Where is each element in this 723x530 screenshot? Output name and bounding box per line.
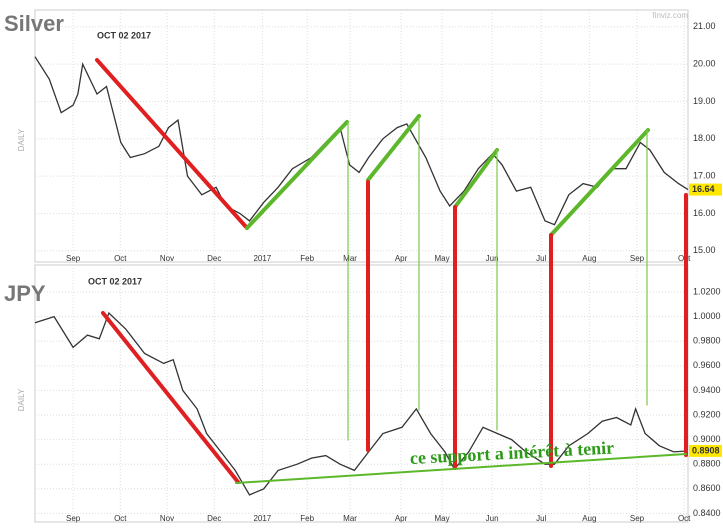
x-tick-label: Apr [395,254,408,263]
y-tick-label: 15.00 [693,245,716,255]
x-tick-label: Jun [486,254,499,263]
x-tick-label: 2017 [253,514,271,523]
support-line [235,453,687,484]
x-tick-label: Nov [160,514,174,523]
y-axis-label: DAILY [17,388,26,411]
trend-line [101,311,240,484]
chart-title: JPY [4,281,46,306]
trend-line [549,128,650,237]
last-value-box [689,444,722,457]
price-line [34,56,689,226]
x-tick-label: Jun [486,514,499,523]
x-tick-label: Sep [66,514,81,523]
x-tick-label: Sep [66,254,81,263]
y-tick-label: 21.00 [693,21,716,31]
y-tick-label: 0.9800 [693,336,721,346]
panels: 15.00 16.00 17.00 18.00 19.00 20.00 21.00 Sep Oc… [4,9,722,523]
y-tick-label: 19.00 [693,96,716,106]
x-tick-label: Nov [160,254,174,263]
x-tick-label: Mar [343,254,357,263]
last-value-box [689,183,722,196]
x-tick-label: Oct [114,514,127,523]
y-tick-label: 0.8400 [693,508,721,518]
y-tick-label: 0.9600 [693,360,721,370]
y-tick-label: 16.00 [693,208,716,218]
y-tick-label: 0.9000 [693,434,721,444]
y-tick-label: 1.0200 [693,286,721,296]
x-tick-label: Dec [207,514,221,523]
x-tick-label: Oct [678,514,691,523]
x-tick-label: Dec [207,254,221,263]
chart-date: OCT 02 2017 [97,30,151,40]
y-tick-label: 17.00 [693,171,716,181]
watermark: finviz.com [652,11,688,20]
x-tick-label: Aug [582,254,596,263]
y-tick-label: 0.8800 [693,459,721,469]
last-value-label: 16.64 [692,184,715,194]
trend-line [245,120,349,230]
x-tick-label: Apr [395,514,408,523]
x-tick-label: May [434,254,449,263]
annotations [95,58,688,484]
y-tick-label: 20.00 [693,59,716,69]
trend-line [95,58,249,230]
plot-frame [34,9,689,263]
y-tick-label: 0.9200 [693,409,721,419]
x-tick-label: Jul [536,254,546,263]
last-value-label: 0.8908 [692,445,720,455]
trend-line [453,148,499,209]
y-tick-label: 0.9400 [693,385,721,395]
trend-line [366,114,421,182]
y-tick-label: 18.00 [693,133,716,143]
y-tick-label: 1.0000 [693,311,721,321]
x-tick-label: Aug [582,514,596,523]
x-tick-label: Feb [300,514,314,523]
y-tick-label: 0.8600 [693,483,721,493]
x-tick-label: Feb [300,254,314,263]
x-tick-label: Oct [114,254,127,263]
chart-date: OCT 02 2017 [88,276,142,286]
x-tick-label: Jul [536,514,546,523]
chart-title: Silver [4,11,64,36]
y-axis-label: DAILY [17,128,26,151]
x-tick-label: Sep [630,254,645,263]
x-tick-label: May [434,514,449,523]
x-tick-label: Sep [630,514,645,523]
x-tick-label: 2017 [253,254,271,263]
x-tick-label: Mar [343,514,357,523]
